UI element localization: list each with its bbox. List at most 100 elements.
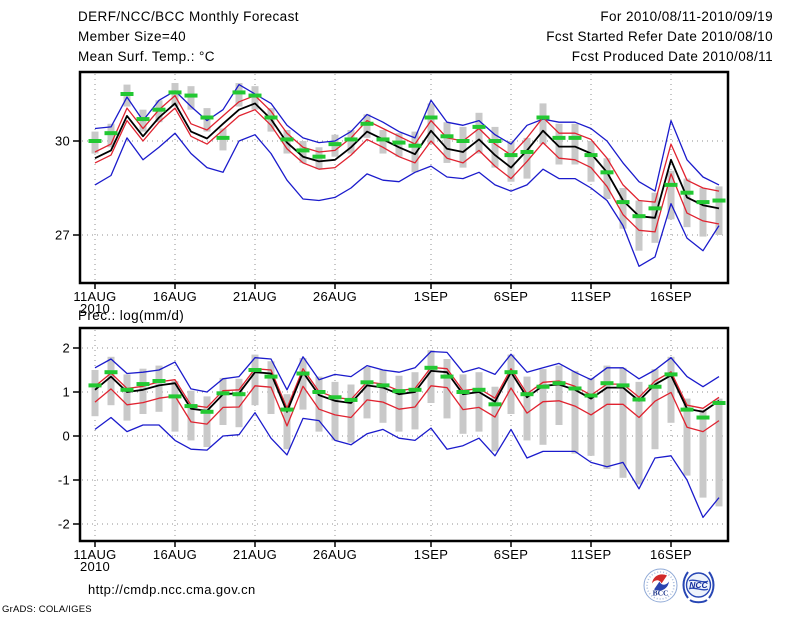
climatology-range-bar: [571, 370, 579, 454]
climatology-range-bar: [667, 356, 675, 423]
member-max-line: [94, 83, 720, 192]
x-axis-tick-label: 11SEP: [570, 547, 611, 562]
climatology-mean-dash: [328, 142, 342, 147]
climatology-range-bar: [379, 370, 387, 423]
plot-frame: [78, 70, 730, 285]
climatology-mean-dash: [552, 135, 566, 140]
climatology-range-bar: [443, 122, 451, 163]
climatology-range-bar: [603, 158, 611, 199]
climatology-range-bar: [619, 367, 627, 478]
climatology-range-bar: [107, 356, 115, 406]
climatology-mean-dash: [648, 384, 662, 389]
climatology-mean-dash: [504, 153, 518, 158]
climatology-range-bar: [107, 123, 115, 148]
climatology-range-bar: [347, 130, 355, 154]
climatology-range-bar: [395, 133, 403, 157]
climatology-mean-dash: [184, 404, 198, 409]
spread-upper-line: [94, 94, 720, 203]
climatology-range-bar: [235, 83, 243, 107]
climatology-range-bar: [667, 170, 675, 220]
climatology-mean-dash: [360, 121, 374, 126]
climatology-range-bar: [475, 112, 483, 154]
y-axis-tick-label: 1: [62, 385, 70, 400]
climatology-range-bar: [459, 374, 467, 434]
x-axis-tick-label: 11AUG: [73, 547, 116, 562]
climatology-mean-dash: [712, 198, 726, 203]
climatology-range-bar: [683, 398, 691, 476]
climatology-mean-dash: [424, 365, 438, 370]
climatology-mean-dash: [504, 370, 518, 375]
climatology-mean-dash: [600, 381, 614, 386]
climatology-range-bar: [555, 123, 563, 165]
ncc-logo-wreath-bottom: [689, 599, 708, 604]
variable-label-precip: Prec.: log(mm/d): [78, 308, 185, 323]
climatology-range-bar: [187, 390, 195, 441]
member-min-line: [94, 132, 720, 267]
climatology-mean-dash: [584, 153, 598, 158]
climatology-range-bar: [139, 368, 147, 414]
climatology-mean-dash: [440, 374, 454, 379]
climatology-range-bar: [363, 114, 371, 138]
climatology-mean-dash: [584, 393, 598, 398]
climatology-range-bar: [475, 372, 483, 432]
climatology-range-bar: [299, 358, 307, 410]
ensemble-mean-line: [94, 102, 720, 219]
grads-credit: GrADS: COLA/IGES: [2, 604, 92, 615]
climatology-mean-dash: [488, 402, 502, 407]
precipitation-panel: 11AUG 16AUG 21AUG 26AUG 1SEP 6SEP 11SEP 16SEP20…: [58, 326, 730, 574]
y-axis-tick-label: 27: [55, 227, 70, 242]
climatology-mean-dash: [184, 93, 198, 98]
climatology-range-bar: [587, 141, 595, 182]
member-max-line: [94, 350, 720, 393]
climatology-mean-dash: [520, 392, 534, 397]
climatology-range-bar: [635, 200, 643, 251]
page-title: DERF/NCC/BCC Monthly Forecast: [78, 9, 299, 24]
climatology-mean-dash: [168, 394, 182, 399]
climatology-range-bar: [587, 377, 595, 456]
climatology-mean-dash: [680, 407, 694, 412]
climatology-range-bar: [251, 354, 259, 406]
climatology-mean-dash: [120, 387, 134, 392]
climatology-mean-dash: [200, 409, 214, 414]
ncc-logo-waves: [688, 579, 709, 591]
climatology-mean-dash: [408, 387, 422, 392]
climatology-mean-dash: [392, 140, 406, 145]
climatology-range-bar: [619, 187, 627, 229]
climatology-range-bar: [699, 187, 707, 237]
climatology-mean-dash: [472, 124, 486, 129]
climatology-range-bar: [331, 381, 339, 441]
climatology-range-bar: [395, 375, 403, 432]
x-axis-tick-label: 16AUG: [153, 289, 197, 304]
climatology-mean-dash: [168, 90, 182, 95]
climatology-range-bar: [427, 103, 435, 145]
climatology-mean-dash: [136, 382, 150, 387]
climatology-mean-dash: [392, 389, 406, 394]
climatology-mean-dash: [264, 115, 278, 120]
climatology-mean-dash: [536, 384, 550, 389]
climatology-range-bar: [91, 370, 99, 417]
climatology-mean-dash: [616, 200, 630, 205]
bcc-logo-text-ring: [646, 571, 675, 600]
climatology-mean-dash: [88, 383, 102, 388]
ncc-logo-wreath-right: [708, 571, 715, 599]
climatology-mean-dash: [376, 137, 390, 142]
climatology-mean-dash: [280, 407, 294, 412]
climatology-mean-dash: [616, 383, 630, 388]
climatology-mean-dash: [216, 135, 230, 140]
y-axis-tick-label: -2: [58, 517, 70, 532]
climatology-mean-dash: [536, 115, 550, 120]
bcc-logo-label: BCC: [653, 589, 669, 598]
climatology-mean-dash: [440, 134, 454, 139]
climatology-range-bar: [187, 86, 195, 110]
ncc-logo: NCC: [682, 571, 715, 604]
climatology-mean-dash: [696, 415, 710, 420]
y-axis-tick-label: -1: [58, 473, 70, 488]
climatology-mean-dash: [472, 387, 486, 392]
climatology-mean-dash: [200, 115, 214, 120]
x-axis-tick-label: 1SEP: [414, 289, 448, 304]
climatology-range-bar: [715, 186, 723, 235]
climatology-mean-dash: [296, 371, 310, 376]
x-axis-tick-label: 26AUG: [313, 289, 357, 304]
climatology-range-bar: [155, 365, 163, 412]
